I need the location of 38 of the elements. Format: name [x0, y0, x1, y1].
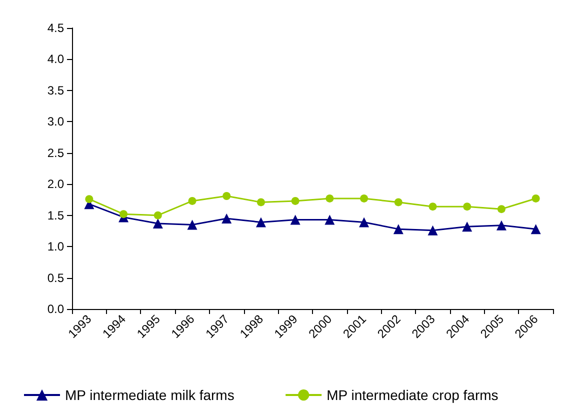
point — [359, 217, 370, 228]
y-tick-label: 1.5 — [47, 208, 64, 222]
point — [222, 192, 231, 200]
point — [532, 194, 540, 202]
point — [393, 224, 404, 234]
point — [324, 214, 335, 225]
point — [154, 211, 162, 220]
point — [360, 194, 368, 202]
y-tick-label: 3.5 — [47, 83, 64, 98]
point — [120, 210, 128, 218]
point — [326, 194, 334, 202]
point — [462, 222, 472, 232]
point — [85, 195, 94, 204]
point — [152, 218, 163, 228]
y-tick-label: 0.0 — [47, 302, 64, 316]
point — [187, 220, 198, 230]
point — [496, 220, 506, 230]
point — [256, 217, 266, 228]
point — [463, 202, 472, 211]
point — [497, 205, 506, 214]
legend-label: MP intermediate milk farms — [65, 387, 234, 403]
legend-label: MP intermediate crop farms — [326, 387, 498, 403]
y-tick-label: 2.5 — [47, 146, 64, 160]
point — [222, 213, 232, 224]
y-tick-label: 3.0 — [47, 114, 64, 129]
y-tick-label: 0.5 — [47, 270, 64, 285]
y-tick-label: 1.0 — [47, 240, 64, 254]
point — [428, 225, 438, 236]
y-tick-label: 4.5 — [47, 21, 64, 35]
y-tick-label: 2.0 — [47, 177, 64, 192]
point — [290, 214, 300, 225]
point — [530, 224, 541, 234]
point — [188, 196, 196, 205]
point — [291, 196, 300, 205]
y-tick-label: 4.0 — [47, 52, 64, 66]
point — [256, 198, 265, 206]
point — [394, 198, 402, 206]
point — [428, 202, 437, 211]
